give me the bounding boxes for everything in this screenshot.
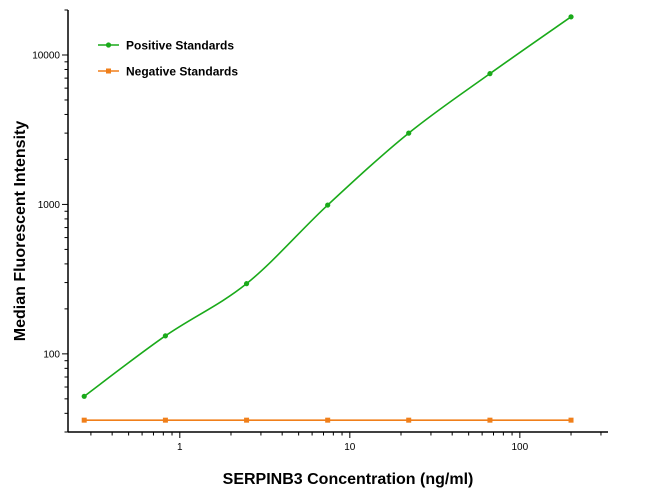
data-point <box>487 71 493 77</box>
data-point <box>406 417 412 423</box>
y-axis-title: Median Fluorescent Intensity <box>12 121 29 342</box>
y-tick-label: 10000 <box>32 50 60 61</box>
y-axis-ticks: 100 1000 10000 <box>32 9 68 433</box>
legend: Positive Standards Negative Standards <box>98 39 238 79</box>
axes <box>67 10 608 433</box>
x-tick-label: 100 <box>511 442 528 453</box>
data-point <box>243 281 250 287</box>
data-point <box>81 393 87 399</box>
series-negative <box>81 417 574 423</box>
y-tick-label: 1000 <box>38 200 61 211</box>
x-tick-label: 10 <box>344 442 356 453</box>
data-point <box>162 417 168 423</box>
data-point <box>81 417 87 423</box>
data-point <box>325 202 331 208</box>
data-point <box>244 417 250 423</box>
x-tick-label: 1 <box>177 442 183 453</box>
legend-swatch-marker <box>105 42 112 48</box>
series-positive <box>81 14 574 399</box>
legend-label: Positive Standards <box>126 39 234 53</box>
series-layer <box>81 14 574 423</box>
y-tick-label: 100 <box>43 349 60 360</box>
legend-item-positive: Positive Standards <box>98 39 234 53</box>
data-point <box>568 14 574 20</box>
data-point <box>325 417 331 423</box>
data-point <box>487 417 493 423</box>
legend-item-negative: Negative Standards <box>98 65 238 79</box>
data-point <box>406 130 412 136</box>
x-axis-title: SERPINB3 Concentration (ng/ml) <box>223 471 474 488</box>
data-point <box>162 333 169 339</box>
data-point <box>568 417 574 423</box>
legend-swatch-marker <box>106 68 111 74</box>
x-axis-ticks: 1 10 100 <box>90 432 602 453</box>
legend-label: Negative Standards <box>126 65 238 79</box>
